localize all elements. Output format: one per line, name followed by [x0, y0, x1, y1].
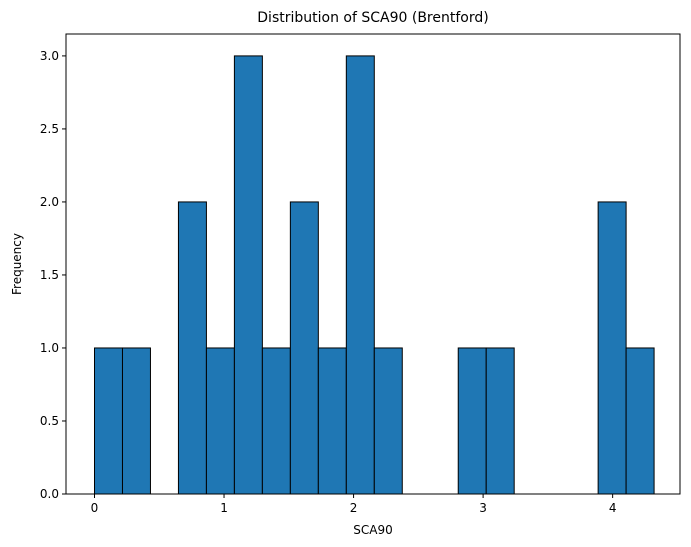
histogram-bar: [121, 347, 151, 495]
y-axis-ticks: 0.0 0.5 1.0 1.5 2.0 2.5 3.0: [40, 49, 66, 501]
x-tick-label: 0: [91, 501, 99, 515]
y-tick-label: 1.0: [40, 341, 59, 355]
histogram-bar: [485, 347, 515, 495]
y-tick-label: 0.0: [40, 487, 59, 501]
y-tick-label: 3.0: [40, 49, 59, 63]
x-tick-label: 3: [479, 501, 487, 515]
bars-group: [93, 55, 655, 495]
histogram-bar: [373, 347, 403, 495]
x-tick-label: 2: [350, 501, 358, 515]
histogram-bar: [345, 55, 375, 495]
y-tick-label: 2.5: [40, 122, 59, 136]
x-axis-label: SCA90: [353, 523, 392, 537]
histogram-bar: [93, 347, 123, 495]
x-axis-ticks: 0 1 2 3 4: [91, 494, 617, 515]
y-tick-label: 2.0: [40, 195, 59, 209]
x-tick-label: 1: [220, 501, 228, 515]
x-tick-label: 4: [609, 501, 617, 515]
y-tick-label: 1.5: [40, 268, 59, 282]
y-axis-label: Frequency: [10, 233, 24, 295]
histogram-bar: [205, 347, 235, 495]
histogram-bar: [233, 55, 263, 495]
histogram-bar: [317, 347, 347, 495]
plot-frame: [65, 33, 681, 495]
chart-title: Distribution of SCA90 (Brentford): [257, 10, 488, 26]
histogram-bar: [457, 347, 487, 495]
histogram-bar: [261, 347, 291, 495]
histogram-bar: [289, 201, 319, 495]
histogram-bar: [625, 347, 655, 495]
histogram-bar: [597, 201, 627, 495]
y-tick-label: 0.5: [40, 414, 59, 428]
histogram-bar: [177, 201, 207, 495]
